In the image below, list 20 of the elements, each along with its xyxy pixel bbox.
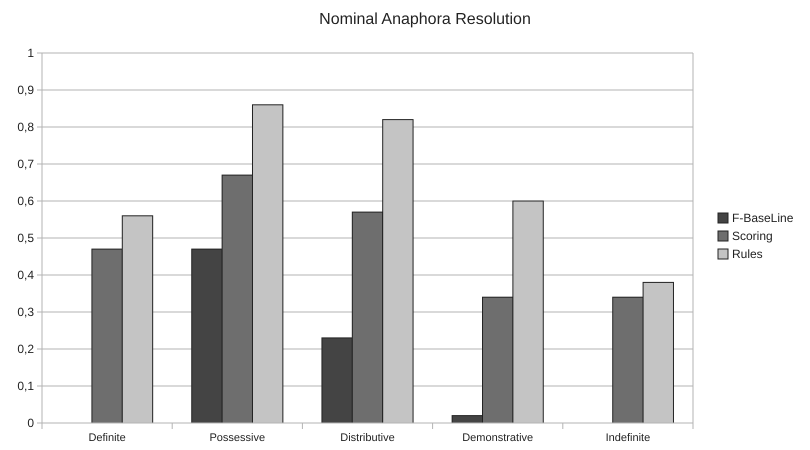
legend-label: F-BaseLine xyxy=(732,211,794,225)
y-tick-label: 1 xyxy=(27,46,34,60)
y-tick-label: 0,5 xyxy=(17,231,34,246)
y-tick-label: 0,3 xyxy=(17,305,34,320)
y-tick-label: 0,8 xyxy=(17,120,34,134)
x-tick-label: Indefinite xyxy=(606,432,650,444)
chart-title: Nominal Anaphora Resolution xyxy=(319,11,531,28)
x-tick-label: Possessive xyxy=(209,432,266,444)
y-tick-label: 0,6 xyxy=(17,194,34,208)
y-tick-label: 0,1 xyxy=(17,379,34,394)
y-tick-label: 0,2 xyxy=(17,342,34,356)
y-tick-label: 0,7 xyxy=(17,157,34,172)
y-tick-label: 0,9 xyxy=(17,83,34,98)
y-tick-label: 0 xyxy=(27,416,34,430)
legend-label: Scoring xyxy=(732,229,773,243)
x-tick-label: Definite xyxy=(88,432,126,444)
x-tick-label: Demonstrative xyxy=(462,432,534,444)
x-tick-label: Distributive xyxy=(340,432,395,444)
y-tick-label: 0,4 xyxy=(17,268,34,282)
legend-label: Rules xyxy=(732,247,763,261)
